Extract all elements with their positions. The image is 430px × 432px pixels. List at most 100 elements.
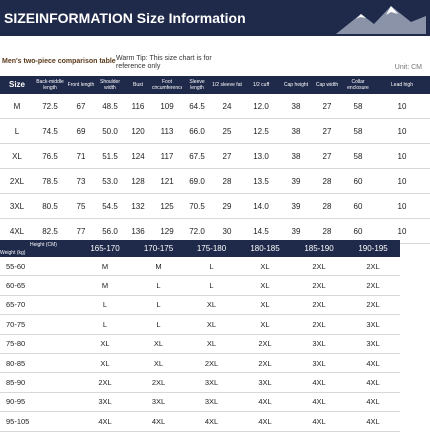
size-cell: 2XL — [292, 275, 346, 296]
height-range: 175-180 — [185, 240, 238, 257]
size-cell: L — [132, 314, 185, 335]
table-row: 90-95 3XL 3XL 3XL 4XL 4XL 4XL — [0, 392, 400, 413]
size-cell: 3XL — [78, 392, 132, 413]
value-cell: 72.0 — [182, 218, 212, 244]
unit: Unit: CM — [394, 64, 422, 71]
header-row: Size Back-middle length Front length Should… — [0, 76, 430, 94]
value-cell: 51.5 — [96, 143, 124, 169]
value-cell: 25 — [212, 118, 242, 144]
size-cell: 2XL — [132, 372, 185, 393]
subtitle: Men's two-piece comparison table — [2, 58, 116, 65]
value-cell: 69.0 — [182, 168, 212, 194]
value-cell: 53.0 — [96, 168, 124, 194]
column-header: Size — [0, 76, 34, 94]
value-cell: 117 — [152, 143, 182, 169]
weight-range: 70-75 — [0, 314, 78, 335]
value-cell: 28 — [312, 218, 342, 244]
value-cell: 64.5 — [182, 94, 212, 119]
column-header: Shoulder width — [96, 76, 124, 94]
value-cell: 69 — [66, 118, 96, 144]
value-cell: 124 — [124, 143, 152, 169]
value-cell: 24 — [212, 94, 242, 119]
value-cell: 28 — [312, 193, 342, 219]
size-cell: M — [0, 94, 34, 119]
size-cell: XL — [238, 257, 292, 277]
size-cell: L — [132, 295, 185, 316]
value-cell: 70.5 — [182, 193, 212, 219]
warm-tip: Warm Tip: This size chart is for referen… — [116, 55, 212, 70]
corner: Height (CM) Weight (kg) — [0, 240, 78, 257]
value-cell: 67 — [66, 94, 96, 119]
value-cell: 77 — [66, 218, 96, 244]
size-cell: 2XL — [185, 353, 238, 374]
value-cell: 58 — [342, 143, 374, 169]
size-cell: 2XL — [238, 334, 292, 354]
size-cell: XL — [185, 314, 238, 335]
value-cell: 67.5 — [182, 143, 212, 169]
weight-range: 55-60 — [0, 257, 78, 277]
column-header: 1/2 cuff — [242, 76, 280, 94]
value-cell: 48.5 — [96, 94, 124, 119]
size-cell: 2XL — [346, 275, 400, 296]
size-cell: XL — [78, 353, 132, 374]
value-cell: 10 — [374, 143, 430, 169]
column-header: Cap height — [280, 76, 312, 94]
height-range: 170-175 — [132, 240, 185, 257]
value-cell: 29 — [212, 193, 242, 219]
value-cell: 12.5 — [242, 118, 280, 144]
size-cell: 3XL — [185, 372, 238, 393]
size-cell: 4XL — [346, 353, 400, 374]
size-cell: 4XL — [132, 411, 185, 432]
weight-range: 75-80 — [0, 334, 78, 354]
weight-range: 80-85 — [0, 353, 78, 374]
value-cell: 113 — [152, 118, 182, 144]
size-cell: L — [78, 314, 132, 335]
height-range: 165-170 — [78, 240, 132, 257]
size-cell: 4XL — [0, 218, 34, 244]
size-cell: M — [78, 257, 132, 277]
value-cell: 66.0 — [182, 118, 212, 144]
column-header: Lead high — [374, 76, 430, 94]
size-cell: 4XL — [238, 411, 292, 432]
size-cell: XL — [238, 314, 292, 335]
value-cell: 27 — [312, 94, 342, 119]
value-cell: 10 — [374, 94, 430, 119]
weight-range: 65-70 — [0, 295, 78, 316]
column-header: Bust — [124, 76, 152, 94]
size-guide-table: Height (CM) Weight (kg) 165-170 170-175 175-… — [0, 240, 400, 432]
value-cell: 27 — [312, 143, 342, 169]
value-cell: 28 — [312, 168, 342, 194]
size-cell: 4XL — [238, 392, 292, 413]
table-row: 65-70 L L XL XL 2XL 2XL — [0, 295, 400, 316]
table-row: 70-75 L L XL XL 2XL 3XL — [0, 314, 400, 335]
size-cell: L — [185, 275, 238, 296]
value-cell: 58 — [342, 94, 374, 119]
size-cell: 4XL — [185, 411, 238, 432]
header-bar: SIZEINFORMATION Size Information — [0, 0, 430, 36]
height-range: 180-185 — [238, 240, 292, 257]
weight-range: 90-95 — [0, 392, 78, 413]
size-cell: 3XL — [292, 353, 346, 374]
size-cell: 3XL — [185, 392, 238, 413]
header-title: SIZEINFORMATION Size Information — [4, 10, 246, 26]
value-cell: 128 — [124, 168, 152, 194]
table-row: 60-65 M L L XL 2XL 2XL — [0, 275, 400, 296]
column-header: Foot circumference — [152, 76, 182, 94]
size-cell: 2XL — [346, 295, 400, 316]
size-cell: XL — [185, 334, 238, 354]
size-cell: XL — [132, 353, 185, 374]
weight-label: Weight (kg) — [0, 250, 26, 256]
size-cell: 3XL — [132, 392, 185, 413]
value-cell: 132 — [124, 193, 152, 219]
value-cell: 27 — [312, 118, 342, 144]
size-cell: 4XL — [292, 372, 346, 393]
size-cell: L — [78, 295, 132, 316]
value-cell: 30 — [212, 218, 242, 244]
size-cell: 2XL — [78, 372, 132, 393]
table-row: 2XL 78.5 73 53.0 128 121 69.0 28 13.5 39 28 60 10 — [0, 168, 430, 194]
size-cell: 3XL — [292, 334, 346, 354]
value-cell: 80.5 — [34, 193, 66, 219]
column-header: Sleeve length — [182, 76, 212, 94]
value-cell: 116 — [124, 94, 152, 119]
